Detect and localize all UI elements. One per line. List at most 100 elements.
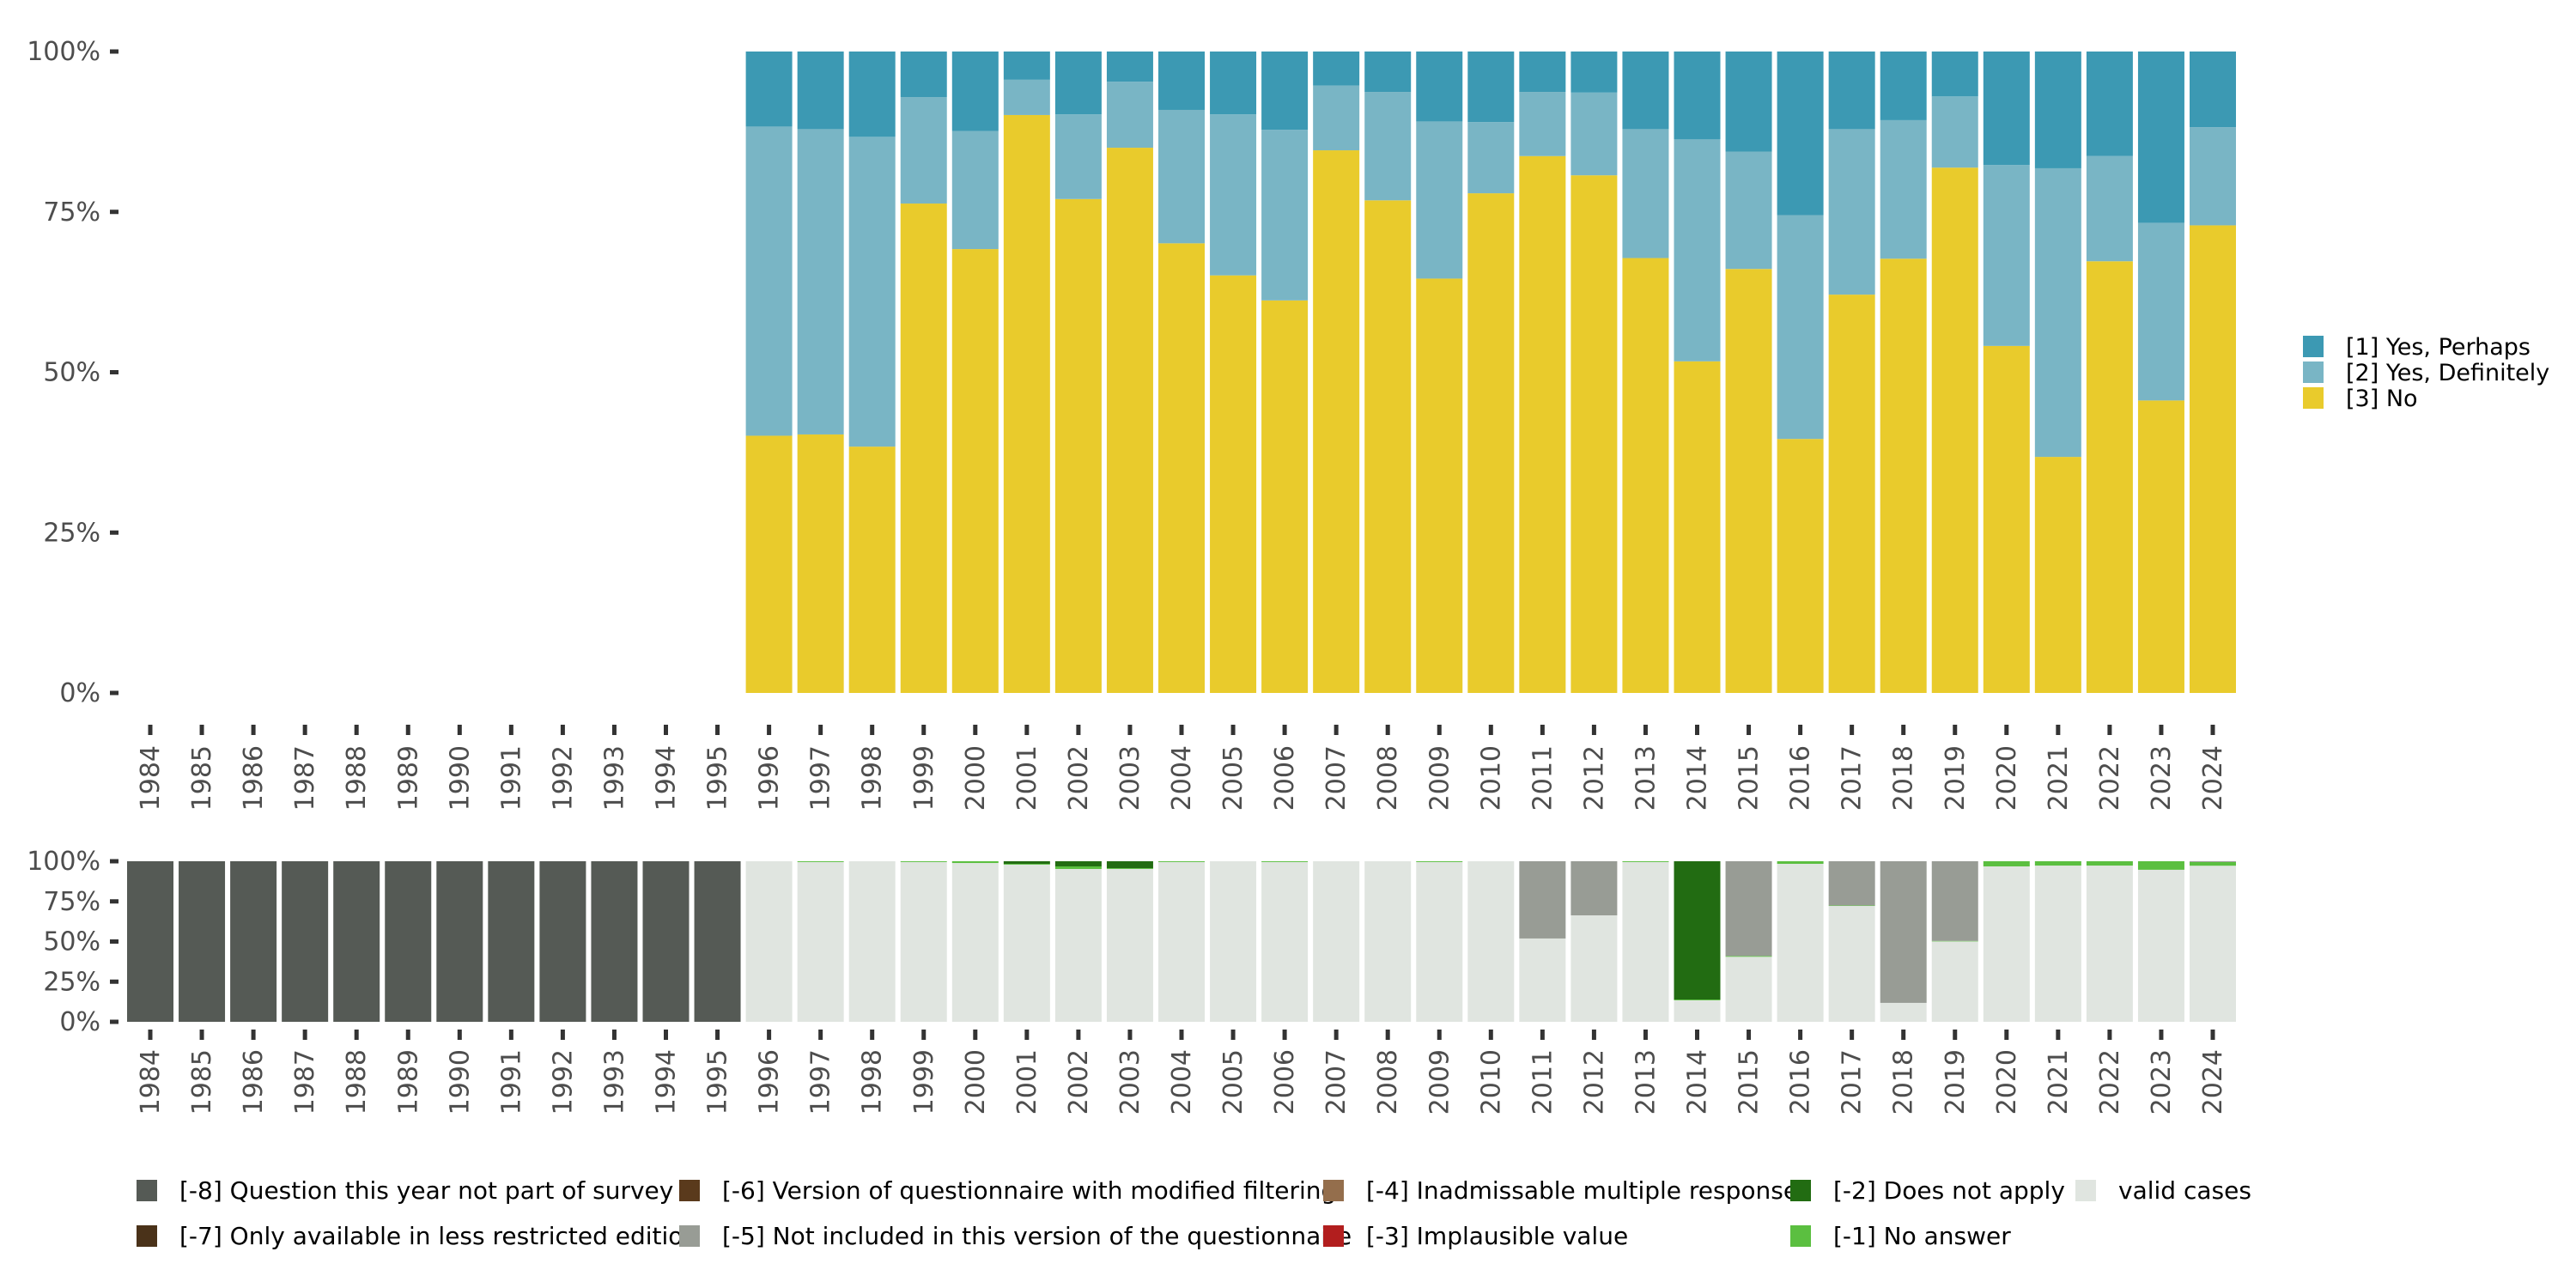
top-bar-segment-2000-s0[interactable] [951,249,999,693]
bottom-bar-segment-2009-s1[interactable] [1416,861,1463,862]
bottom-bar-segment-1989-s8[interactable] [385,861,432,1022]
top-bar-segment-2017-s2[interactable] [1828,52,1875,130]
top-bar-segment-2017-s1[interactable] [1828,129,1875,295]
bottom-bar-segment-2005-s0[interactable] [1210,861,1257,1022]
top-bar-segment-2022-s0[interactable] [2086,261,2133,693]
top-bar-segment-2011-s2[interactable] [1519,52,1566,93]
bottom-bar-segment-1993-s8[interactable] [591,861,638,1022]
top-bar-segment-2021-s0[interactable] [2034,457,2081,693]
top-bar-segment-2021-s2[interactable] [2034,52,2081,168]
top-bar-segment-2024-s2[interactable] [2190,52,2236,128]
top-bar-segment-2001-s0[interactable] [1003,114,1050,693]
bottom-bar-segment-2020-s0[interactable] [1983,866,2030,1022]
bottom-bar-segment-2003-s2[interactable] [1106,861,1153,869]
top-bar-segment-2012-s1[interactable] [1571,92,1618,176]
bottom-bar-segment-2006-s1[interactable] [1261,861,1309,862]
bottom-bar-segment-1986-s8[interactable] [230,861,277,1022]
top-bar-segment-1997-s2[interactable] [797,52,844,130]
bottom-bar-segment-2017-s0[interactable] [1828,905,1875,1022]
bottom-bar-segment-2020-s1[interactable] [1983,861,2030,866]
bottom-bar-segment-2007-s0[interactable] [1313,861,1360,1022]
top-bar-segment-2005-s0[interactable] [1210,275,1257,693]
top-bar-segment-2007-s1[interactable] [1313,85,1360,151]
top-bar-segment-2012-s0[interactable] [1571,175,1618,693]
bottom-bar-segment-2017-s1[interactable] [1828,905,1875,907]
top-bar-segment-2014-s1[interactable] [1674,139,1721,361]
bottom-bar-segment-2003-s1[interactable] [1106,868,1153,869]
top-bar-segment-2010-s0[interactable] [1467,193,1515,693]
bottom-bar-segment-2009-s0[interactable] [1416,861,1463,1022]
bottom-bar-segment-2003-s0[interactable] [1106,868,1153,1022]
top-bar-segment-2006-s1[interactable] [1261,130,1309,301]
top-bar-segment-2011-s1[interactable] [1519,92,1566,156]
bottom-bar-segment-1998-s0[interactable] [848,861,896,1022]
bottom-bar-segment-2001-s1[interactable] [1003,863,1050,865]
top-bar-segment-2009-s0[interactable] [1416,278,1463,693]
top-bar-segment-1998-s0[interactable] [848,447,896,693]
top-bar-segment-2004-s1[interactable] [1158,109,1205,244]
top-bar-segment-2009-s2[interactable] [1416,52,1463,122]
top-bar-segment-2006-s2[interactable] [1261,52,1309,131]
bottom-bar-segment-2019-s0[interactable] [1931,941,1978,1022]
bottom-bar-segment-1985-s8[interactable] [179,861,226,1022]
bottom-bar-segment-2010-s0[interactable] [1467,861,1515,1022]
top-bar-segment-2024-s0[interactable] [2190,225,2236,693]
bottom-bar-segment-2001-s0[interactable] [1003,864,1050,1022]
top-bar-segment-2016-s1[interactable] [1777,215,1824,440]
bottom-bar-segment-2012-s0[interactable] [1571,915,1618,1022]
bottom-bar-segment-1999-s0[interactable] [900,861,947,1022]
bottom-bar-segment-2015-s1[interactable] [1725,956,1772,957]
top-bar-segment-2019-s2[interactable] [1931,52,1978,97]
bottom-bar-segment-2015-s0[interactable] [1725,957,1772,1022]
top-bar-segment-2005-s1[interactable] [1210,114,1257,276]
bottom-bar-segment-2002-s0[interactable] [1054,868,1102,1022]
bottom-bar-segment-2024-s5[interactable] [2190,861,2236,862]
top-bar-segment-2023-s0[interactable] [2137,400,2184,693]
top-bar-segment-2018-s0[interactable] [1880,258,1927,693]
top-bar-segment-1999-s1[interactable] [900,97,947,204]
bottom-bar-segment-1997-s0[interactable] [797,861,844,1022]
bottom-bar-segment-2004-s0[interactable] [1158,861,1205,1022]
bottom-bar-segment-1990-s8[interactable] [436,861,483,1022]
bottom-bar-segment-2002-s1[interactable] [1054,866,1102,869]
top-bar-segment-2015-s1[interactable] [1725,151,1772,270]
bottom-bar-segment-2013-s1[interactable] [1622,861,1669,862]
top-bar-segment-2000-s2[interactable] [951,52,999,131]
top-bar-segment-2003-s1[interactable] [1106,82,1153,149]
top-bar-segment-2002-s1[interactable] [1054,114,1102,199]
top-bar-segment-2008-s0[interactable] [1364,200,1412,693]
top-bar-segment-2013-s1[interactable] [1622,129,1669,258]
bottom-bar-segment-2023-s1[interactable] [2137,861,2184,870]
bottom-bar-segment-1984-s8[interactable] [127,861,173,1022]
bottom-bar-segment-2012-s5[interactable] [1571,861,1618,916]
top-bar-segment-2024-s1[interactable] [2190,127,2236,226]
bottom-bar-segment-2023-s0[interactable] [2137,869,2184,1022]
top-bar-segment-2007-s0[interactable] [1313,150,1360,694]
top-bar-segment-2010-s2[interactable] [1467,52,1515,123]
top-bar-segment-2021-s1[interactable] [2034,167,2081,458]
top-bar-segment-2011-s0[interactable] [1519,155,1566,694]
bottom-bar-segment-2011-s5[interactable] [1519,861,1566,939]
top-bar-segment-2001-s1[interactable] [1003,79,1050,115]
top-bar-segment-1996-s2[interactable] [745,52,793,127]
bottom-bar-segment-2013-s0[interactable] [1622,861,1669,1022]
bottom-bar-segment-1991-s8[interactable] [488,861,535,1022]
top-bar-segment-1997-s1[interactable] [797,129,844,434]
top-bar-segment-2012-s2[interactable] [1571,52,1618,93]
top-bar-segment-2023-s2[interactable] [2137,52,2184,223]
bottom-bar-segment-1987-s8[interactable] [282,861,329,1022]
bottom-bar-segment-1999-s1[interactable] [900,861,947,862]
bottom-bar-segment-2016-s1[interactable] [1777,861,1824,864]
bottom-bar-segment-2001-s2[interactable] [1003,861,1050,864]
bottom-bar-segment-2021-s0[interactable] [2034,866,2081,1022]
bottom-bar-segment-2008-s0[interactable] [1364,861,1412,1022]
top-bar-segment-2004-s0[interactable] [1158,243,1205,693]
top-bar-segment-1999-s2[interactable] [900,52,947,98]
bottom-bar-segment-1995-s8[interactable] [694,861,741,1022]
bottom-bar-segment-2014-s1[interactable] [1674,999,1721,1000]
top-bar-segment-2009-s1[interactable] [1416,121,1463,279]
top-bar-segment-2013-s0[interactable] [1622,258,1669,693]
bottom-bar-segment-2000-s1[interactable] [951,861,999,864]
top-bar-segment-1999-s0[interactable] [900,204,947,693]
top-bar-segment-2003-s2[interactable] [1106,52,1153,82]
